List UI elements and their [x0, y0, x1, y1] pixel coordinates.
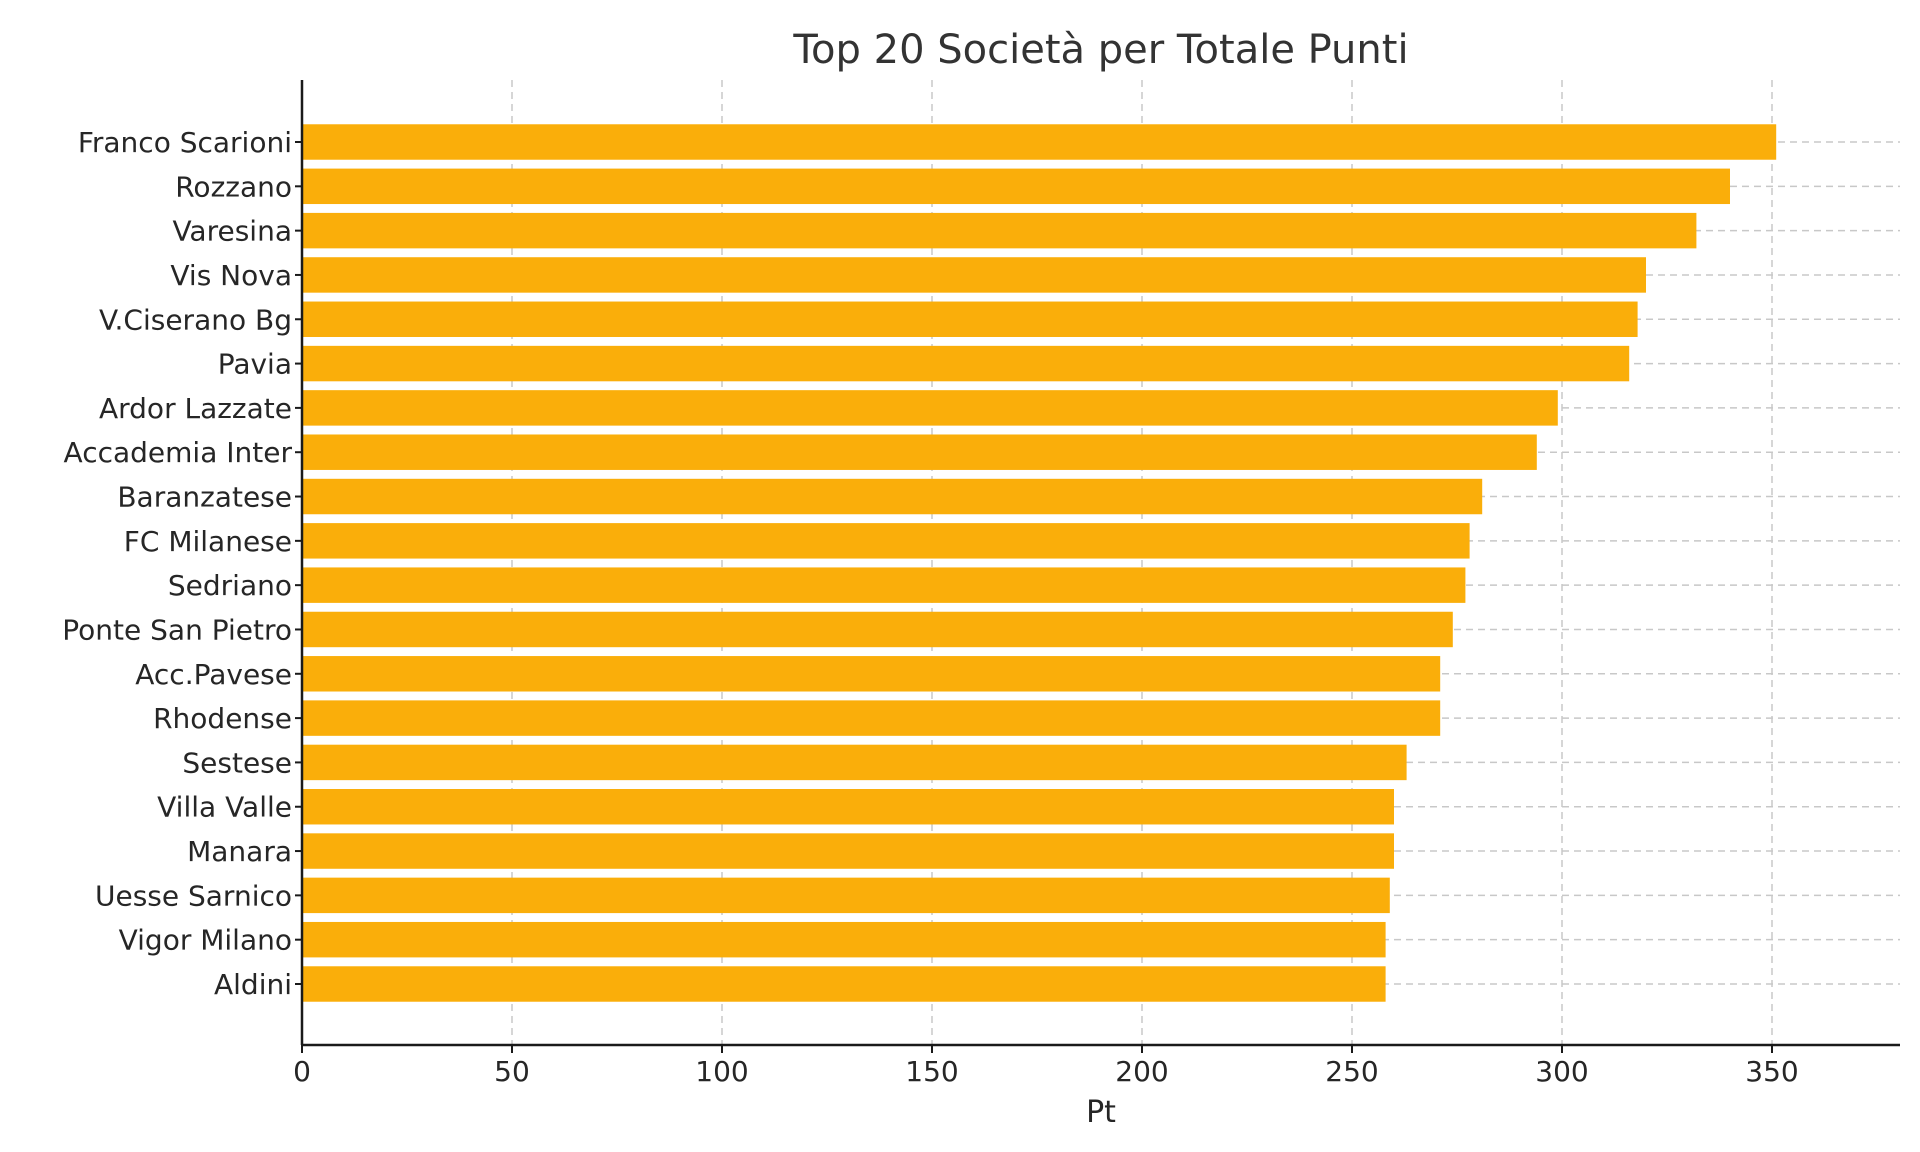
y-tick-label: Sestese — [182, 746, 292, 779]
y-tick-label: Villa Valle — [157, 791, 292, 824]
x-tick-label: 150 — [905, 1055, 958, 1088]
y-tick-label: Acc.Pavese — [135, 658, 292, 691]
y-tick-label: Uesse Sarnico — [95, 879, 292, 912]
y-tick-label: Vis Nova — [170, 259, 292, 292]
y-tick-label: Ponte San Pietro — [62, 613, 292, 646]
y-tick-label: Rhodense — [153, 702, 292, 735]
bar — [302, 212, 1697, 249]
bar — [302, 257, 1646, 293]
bar — [302, 611, 1453, 648]
y-tick-labels: Franco Scarioni Rozzano Varesina Vis Nova V.… — [62, 126, 292, 1001]
bar — [302, 168, 1730, 205]
bar — [302, 921, 1386, 958]
bar — [302, 345, 1630, 382]
y-tick-label: Vigor Milano — [119, 924, 292, 957]
y-tick-label: FC Milanese — [124, 525, 292, 558]
x-tick-label: 100 — [695, 1055, 748, 1088]
y-tick-label: Accademia Inter — [64, 436, 293, 469]
x-tick-label: 0 — [293, 1055, 311, 1088]
x-tick-label: 200 — [1115, 1055, 1168, 1088]
x-tick-labels: 0 50 100 150 200 250 300 350 — [293, 1055, 1799, 1088]
bar — [302, 301, 1638, 337]
chart-title: Top 20 Società per Totale Punti — [792, 27, 1408, 73]
bar — [302, 656, 1441, 692]
y-tick-label: Franco Scarioni — [78, 126, 292, 159]
x-axis-label: Pt — [1086, 1095, 1116, 1130]
x-tick-label: 350 — [1745, 1055, 1798, 1088]
bar — [302, 434, 1537, 470]
y-tick-label: Varesina — [172, 215, 292, 248]
bar — [302, 124, 1777, 160]
y-tick-label: Pavia — [218, 348, 292, 381]
bar — [302, 833, 1394, 869]
y-tick-label: Sedriano — [168, 569, 292, 602]
y-tick-label: Ardor Lazzate — [99, 392, 292, 425]
bar — [302, 523, 1470, 559]
bar — [302, 478, 1483, 515]
x-tick-label: 250 — [1325, 1055, 1378, 1088]
y-tick-label: Rozzano — [175, 170, 292, 203]
bar — [302, 567, 1466, 603]
bar — [302, 390, 1558, 426]
bar — [302, 744, 1407, 781]
axes — [295, 80, 1900, 1053]
x-tick-label: 300 — [1535, 1055, 1588, 1088]
y-tick-label: Manara — [187, 835, 292, 868]
bar — [302, 700, 1441, 736]
bar — [302, 877, 1390, 914]
bar — [302, 789, 1394, 825]
y-tick-label: V.Ciserano Bg — [99, 303, 292, 336]
y-tick-label: Aldini — [214, 968, 292, 1001]
x-tick-label: 50 — [494, 1055, 530, 1088]
y-tick-label: Baranzatese — [117, 481, 292, 514]
bars — [302, 124, 1777, 1002]
bar — [302, 966, 1386, 1002]
